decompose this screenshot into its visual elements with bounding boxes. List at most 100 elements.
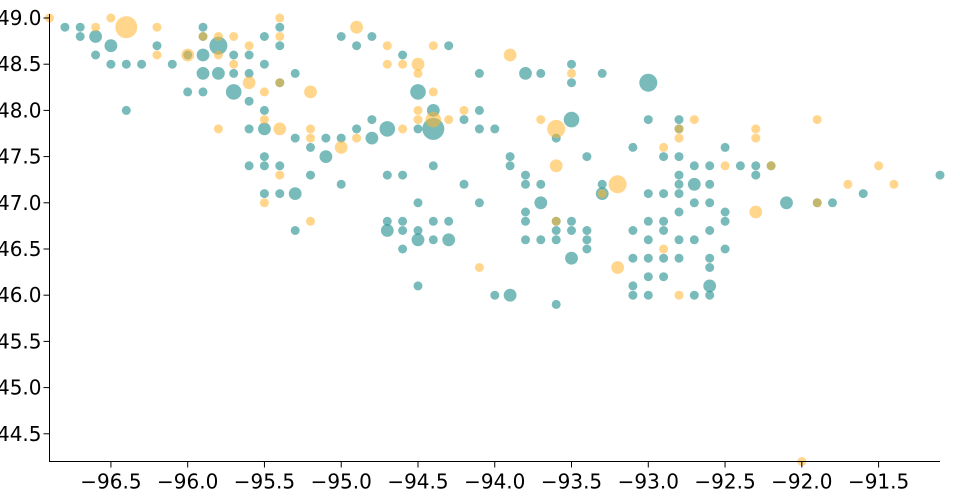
data-point-orange-38 xyxy=(428,41,438,51)
y-tick-label: 45.5 xyxy=(0,329,42,353)
data-point-teal-156 xyxy=(705,253,715,263)
data-point-orange-44 xyxy=(503,48,517,62)
data-point-orange-35 xyxy=(413,68,423,78)
data-point-teal-20 xyxy=(212,67,225,80)
data-point-teal-172 xyxy=(935,170,945,180)
data-point-teal-117 xyxy=(597,179,607,189)
data-point-orange-9 xyxy=(213,50,223,60)
data-point-teal-64 xyxy=(398,226,408,235)
data-point-teal-76 xyxy=(428,235,438,245)
data-point-teal-3 xyxy=(89,30,102,43)
data-point-orange-8 xyxy=(213,32,223,41)
y-tick-label: 44.5 xyxy=(0,422,42,446)
data-point-orange-50 xyxy=(597,189,607,199)
data-point-teal-52 xyxy=(352,124,362,134)
data-point-teal-77 xyxy=(444,41,454,51)
data-point-teal-48 xyxy=(321,133,331,143)
data-point-teal-88 xyxy=(505,152,515,162)
data-point-orange-13 xyxy=(242,76,256,90)
plot-marks xyxy=(45,13,945,466)
data-point-teal-22 xyxy=(229,68,239,78)
data-point-teal-68 xyxy=(413,198,423,208)
y-tick-label: 47.5 xyxy=(0,145,42,169)
data-point-teal-54 xyxy=(367,115,377,125)
data-point-teal-35 xyxy=(259,189,269,199)
data-point-orange-45 xyxy=(536,115,546,125)
data-point-teal-4 xyxy=(91,50,101,60)
data-point-teal-153 xyxy=(705,179,715,189)
data-point-teal-119 xyxy=(628,142,638,152)
data-point-teal-115 xyxy=(582,244,592,254)
data-point-teal-74 xyxy=(428,161,438,171)
data-point-teal-24 xyxy=(244,50,254,60)
data-point-orange-46 xyxy=(547,119,566,138)
data-point-teal-59 xyxy=(382,216,392,226)
data-point-orange-47 xyxy=(549,159,563,173)
data-point-teal-95 xyxy=(521,216,530,226)
data-point-teal-57 xyxy=(379,121,396,137)
data-point-teal-104 xyxy=(551,235,561,245)
data-point-teal-123 xyxy=(628,290,638,300)
data-point-teal-53 xyxy=(352,41,362,51)
data-point-teal-100 xyxy=(536,235,546,245)
data-point-teal-166 xyxy=(751,170,761,180)
data-point-teal-82 xyxy=(474,68,484,78)
data-point-orange-40 xyxy=(425,111,442,128)
data-point-orange-48 xyxy=(551,216,561,226)
data-point-orange-25 xyxy=(306,133,315,143)
data-point-orange-49 xyxy=(567,68,576,78)
data-point-teal-109 xyxy=(567,216,576,226)
data-point-teal-26 xyxy=(244,96,254,106)
data-point-teal-60 xyxy=(380,224,394,237)
data-point-teal-132 xyxy=(659,152,669,162)
data-point-teal-170 xyxy=(828,198,837,208)
data-point-orange-60 xyxy=(751,133,761,143)
data-point-orange-27 xyxy=(334,141,348,154)
data-point-teal-1 xyxy=(75,22,85,32)
data-point-teal-97 xyxy=(536,68,546,78)
data-point-orange-54 xyxy=(659,244,669,254)
data-point-teal-157 xyxy=(705,263,715,272)
x-tick-label: −95.5 xyxy=(234,470,295,494)
data-point-teal-75 xyxy=(428,216,438,226)
data-point-teal-9 xyxy=(137,59,147,69)
data-point-orange-39 xyxy=(428,87,438,97)
data-point-teal-151 xyxy=(689,290,699,300)
data-point-teal-122 xyxy=(628,281,638,291)
data-point-orange-24 xyxy=(306,124,315,134)
data-point-teal-28 xyxy=(244,161,254,171)
data-point-teal-5 xyxy=(104,39,118,53)
data-point-teal-41 xyxy=(290,68,300,78)
data-point-teal-78 xyxy=(444,216,454,226)
data-point-teal-93 xyxy=(521,179,530,189)
data-point-teal-160 xyxy=(720,142,730,152)
data-point-teal-31 xyxy=(259,105,269,115)
data-point-orange-23 xyxy=(304,85,317,99)
data-point-teal-140 xyxy=(674,152,684,162)
data-point-orange-28 xyxy=(350,20,363,34)
data-point-orange-63 xyxy=(766,161,776,171)
data-point-teal-13 xyxy=(196,48,210,62)
data-point-orange-18 xyxy=(275,13,285,23)
data-point-teal-34 xyxy=(259,161,269,171)
data-point-teal-55 xyxy=(365,131,379,145)
data-point-orange-56 xyxy=(674,133,684,143)
data-point-orange-43 xyxy=(474,263,484,272)
data-point-orange-31 xyxy=(382,59,392,69)
data-point-teal-47 xyxy=(319,150,333,164)
data-point-orange-34 xyxy=(411,57,425,71)
data-point-teal-110 xyxy=(567,226,576,235)
data-point-teal-146 xyxy=(674,253,684,263)
data-point-teal-121 xyxy=(628,253,638,263)
data-point-teal-131 xyxy=(643,290,653,300)
data-point-teal-165 xyxy=(751,161,761,171)
data-point-teal-11 xyxy=(167,59,177,69)
data-point-orange-5 xyxy=(152,22,162,32)
data-point-teal-148 xyxy=(687,177,701,191)
data-point-teal-94 xyxy=(521,207,530,217)
data-point-teal-65 xyxy=(398,244,408,254)
data-point-orange-30 xyxy=(382,41,392,51)
data-point-teal-71 xyxy=(413,281,423,291)
data-point-teal-107 xyxy=(567,59,576,69)
data-point-teal-8 xyxy=(121,105,131,115)
